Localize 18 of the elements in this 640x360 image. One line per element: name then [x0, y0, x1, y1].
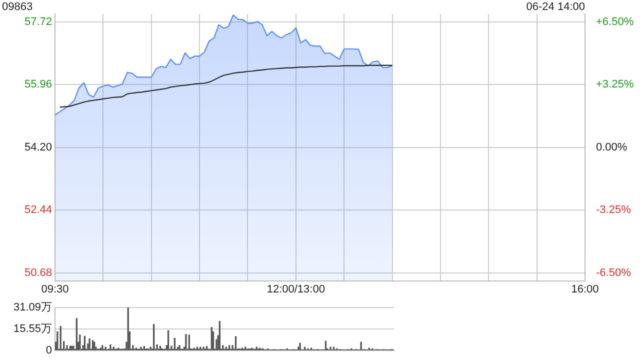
x-tick-label: 16:00 [571, 283, 599, 296]
y-tick-label: 52.44 [24, 204, 52, 216]
chart-title: 09863 [2, 1, 33, 14]
y-tick-label: 0 [46, 344, 52, 356]
y-tick-label: 57.72 [24, 16, 52, 28]
y-tick-label: 15.55万 [13, 323, 52, 336]
y2-tick-label: -6.50% [596, 266, 632, 279]
text: 06-24 14:00 [526, 1, 585, 14]
y2-tick-label: +3.25% [596, 78, 634, 91]
y-tick-label: 54.20 [24, 141, 52, 154]
y2-tick-label: +6.50% [596, 16, 634, 28]
y-tick-label: 31.09万 [13, 302, 52, 314]
y2-tick-label: -3.25% [596, 204, 632, 216]
x-tick-label: 09:30 [41, 283, 69, 296]
y2-tick-label: 0.00% [596, 141, 628, 154]
y-tick-label: 50.68 [24, 266, 52, 279]
x-tick-label: 12:00/13:00 [266, 283, 325, 296]
y-tick-label: 55.96 [24, 78, 52, 91]
